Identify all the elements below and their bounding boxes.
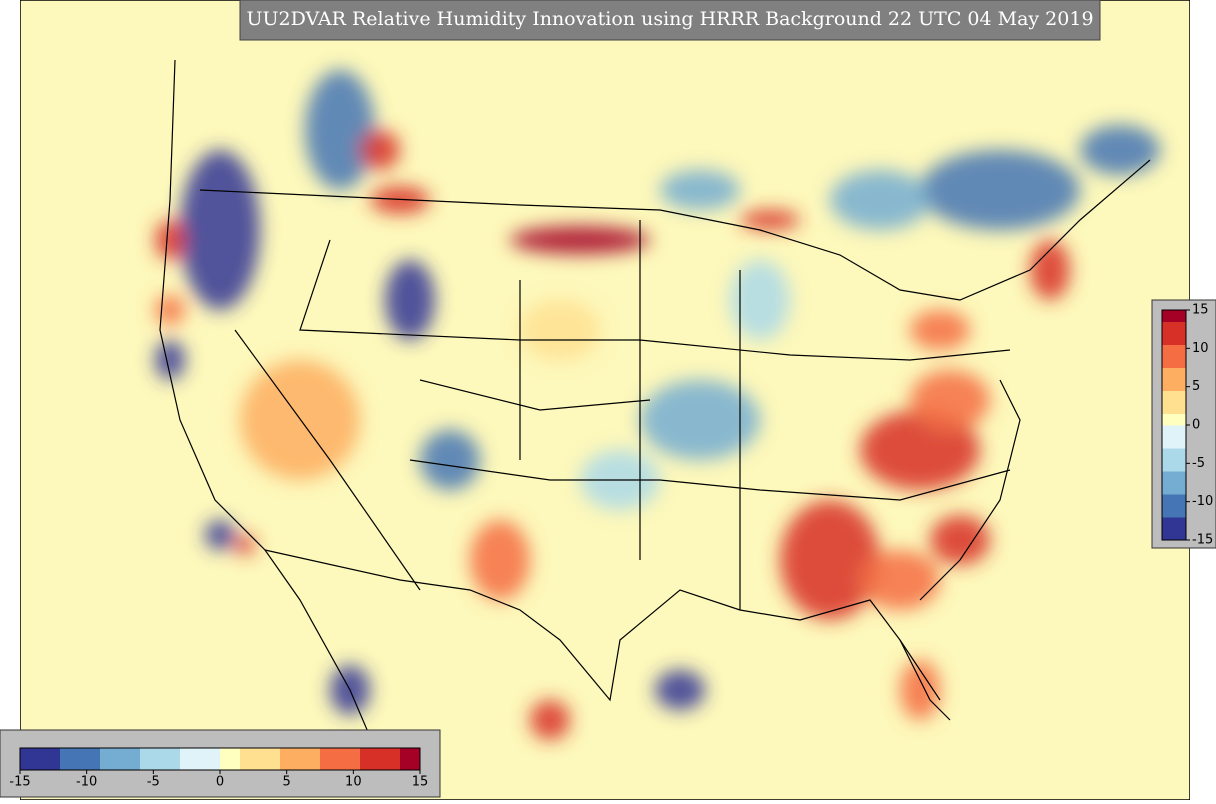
colorbar-segment [1162,471,1186,483]
colorbar-segment [1162,390,1186,403]
colorbar-tick-label: 15 [412,775,429,790]
colorbar-tick-label: 5 [1192,379,1200,394]
colorbar-tick-label: -10 [76,775,97,790]
colorbar-segment [120,748,141,770]
colorbar-segment [300,748,321,770]
field-blob [640,380,760,460]
field-blob [830,170,930,230]
colorbar-segment [1162,402,1186,414]
title: UU2DVAR Relative Humidity Innovation usi… [246,8,1093,30]
colorbar-tick-label: -5 [1192,456,1205,471]
field-blob [385,260,435,340]
field-blob [655,670,705,710]
colorbar-segment [320,748,341,770]
colorbar-segment [1162,310,1186,322]
colorbar-segment [1162,528,1186,541]
border [264,549,941,702]
colorbar-vertical: -15 -10 -5 0 5 10 15 [1151,299,1216,549]
field-blob [730,260,790,340]
field-blob [510,226,650,254]
colorbar-segment [240,748,261,770]
colorbar-segment [160,748,181,770]
colorbar-tick-label: 0 [216,775,224,790]
field-blob [520,300,600,360]
colorbar-segment [1162,379,1186,391]
field-blob [235,535,255,555]
colorbar-segment [1162,482,1186,495]
field-blob [240,360,360,480]
field-blob [205,520,235,550]
colorbar-segment [1162,505,1186,518]
field-blob [910,370,990,430]
field-blob [920,150,1080,230]
field-blob [1030,240,1070,300]
colorbar-tick-label: 10 [1192,341,1209,356]
title-box [239,0,1101,41]
colorbar-segment [260,748,281,770]
field-blob [155,220,185,260]
field-blob [740,210,800,230]
colorbar-tick-label: -15 [9,775,30,790]
colorbar-segment [280,748,301,770]
map [20,0,1190,800]
colorbar-segment [1162,321,1186,334]
field-blob [780,500,880,620]
state-lines [234,220,1011,610]
field-blob [1080,125,1160,175]
colorbar-segment [180,748,201,770]
colorbar-segment [1162,517,1186,529]
colorbar-tick-label: -15 [1192,533,1213,548]
colorbar-tick-label: 15 [1192,303,1209,318]
colorbar-segment [140,748,161,770]
colorbar-tick-label: -10 [1192,494,1213,509]
colorbar-segment [40,748,61,770]
boundaries [159,59,1151,761]
colorbar-segment [1162,436,1186,449]
colorbar-horizontal: -15 -10 -5 0 5 10 15 [0,729,441,798]
field-blob [155,295,185,325]
colorbar-segment [1162,459,1186,472]
field-blob [900,660,940,720]
coastline [159,59,381,761]
field-blob [155,340,185,380]
colorbar-segment [100,748,121,770]
colorbar-segment [20,748,41,770]
field-blob [370,186,430,214]
field-blob [930,515,990,565]
colorbar-segment [340,748,361,770]
colorbar-segment [1162,494,1186,506]
innovation-field [155,70,1160,740]
colorbar-segment [1162,425,1186,437]
field-blob [305,70,375,190]
field-blob [910,310,970,350]
field-blob [860,550,940,610]
field-blob [360,130,400,170]
coastline [899,379,1021,721]
colorbar-tick-label: 5 [283,775,291,790]
colorbar-segment [1162,344,1186,357]
border [199,159,1151,301]
field-blob [470,520,530,600]
field-blob [180,150,260,310]
colorbar-segment [1162,333,1186,345]
colorbar-segment [200,748,221,770]
colorbar-segment [380,748,401,770]
colorbar-segment [1162,356,1186,368]
colorbar-tick-label: -5 [147,775,160,790]
field-blob [530,700,570,740]
colorbar-segment [1162,448,1186,460]
colorbar-tick-label: 0 [1192,418,1200,433]
field-blob [420,430,480,490]
colorbar-segment [1162,413,1186,426]
colorbar-segment [80,748,101,770]
map-background [20,0,1190,800]
field-blob [660,170,740,210]
colorbar-tick-label: 10 [345,775,362,790]
colorbar-segment [360,748,381,770]
colorbar-segment [60,748,81,770]
colorbar-segment [400,748,421,770]
colorbar-segment [1162,367,1186,380]
colorbar-segment [220,748,241,770]
